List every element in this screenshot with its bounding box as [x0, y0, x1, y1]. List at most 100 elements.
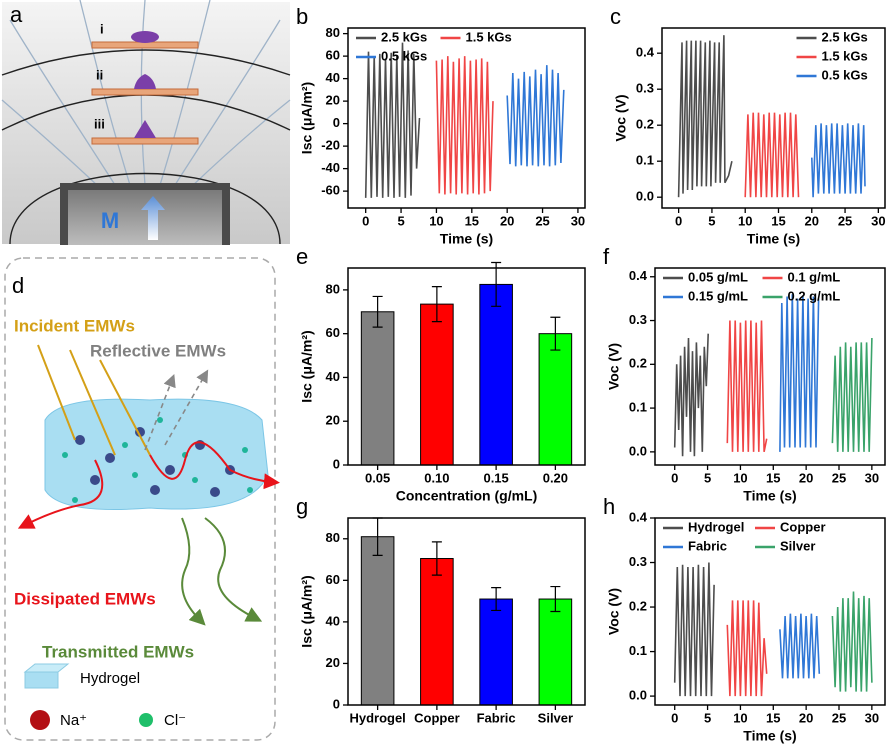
x-tick-label: 30	[871, 213, 885, 228]
panel-frame	[4, 257, 276, 741]
panel-label: a	[10, 2, 23, 27]
series-line	[831, 337, 873, 452]
plot-frame	[347, 27, 586, 209]
x-tick-label: 10	[738, 213, 752, 228]
na-ion	[30, 710, 50, 730]
legend-label: Silver	[780, 538, 815, 553]
x-tick-label: 0.10	[424, 470, 449, 485]
x-tick-label: 30	[865, 710, 879, 725]
y-tick-label: 80	[326, 25, 340, 40]
x-tick-label: 30	[571, 213, 585, 228]
x-tick-label: 25	[838, 213, 852, 228]
panel-label: d	[12, 273, 24, 298]
panel-a: a i ii iii M	[1, 0, 291, 245]
reflected-rays	[144, 369, 209, 451]
y-tick-label: 0.1	[629, 643, 647, 658]
series-line	[673, 333, 709, 457]
panel-label: e	[296, 244, 308, 269]
plot-frame	[347, 267, 586, 466]
series-line	[744, 112, 800, 198]
legend-label: Hydrogel	[688, 519, 744, 534]
bar	[420, 303, 454, 466]
y-tick-label: 0.2	[629, 356, 647, 371]
series-line	[726, 320, 768, 453]
x-tick-label: 25	[832, 470, 846, 485]
legend-label: 1.5 kGs	[822, 48, 868, 63]
x-tick-label: Hydrogel	[349, 710, 405, 725]
magnet-arrow	[141, 196, 165, 240]
legend-label: 0.2 g/mL	[788, 288, 841, 303]
plot-frame	[347, 517, 586, 706]
y-tick-label: 0	[333, 456, 340, 471]
y-axis-label: Isc (μA/m²)	[299, 575, 315, 647]
legend-label: 2.5 kGs	[381, 29, 427, 44]
plot-frame	[654, 517, 886, 706]
level-label: ii	[96, 67, 103, 82]
x-tick-label: 20	[805, 213, 819, 228]
y-axis-label: Voc (V)	[613, 94, 629, 141]
bar	[360, 311, 395, 466]
y-axis-label: Voc (V)	[606, 588, 622, 635]
x-tick-label: Silver	[538, 710, 573, 725]
cl-ion	[139, 713, 153, 727]
x-tick-label: Copper	[414, 710, 460, 725]
panel-label: c	[610, 4, 621, 29]
plot-frame	[654, 267, 886, 466]
x-axis-label: Time (s)	[440, 231, 493, 247]
x-tick-label: 20	[799, 470, 813, 485]
error-bar	[550, 585, 561, 613]
y-tick-label: 0	[333, 115, 340, 130]
bar	[479, 598, 513, 706]
x-tick-label: 10	[429, 213, 443, 228]
x-tick-label: 0.20	[543, 470, 568, 485]
x-axis-label: Time (s)	[743, 728, 796, 744]
y-tick-label: 0.0	[629, 688, 647, 703]
x-axis-label: Time (s)	[747, 231, 800, 247]
x-tick-label: 0	[671, 710, 678, 725]
y-tick-label: 0.3	[636, 81, 654, 96]
y-tick-label: 0.3	[629, 312, 647, 327]
y-tick-label: 0.1	[636, 153, 654, 168]
legend-label: Copper	[780, 519, 826, 534]
x-tick-label: 5	[397, 213, 404, 228]
panel-label: f	[603, 244, 610, 269]
y-tick-label: 60	[326, 572, 340, 587]
transmitted-ray	[181, 517, 206, 626]
y-tick-label: 0.2	[636, 117, 654, 132]
x-tick-label: 10	[733, 710, 747, 725]
panel-d: d Incident EMWs Reflective EMWs Dissipat…	[4, 257, 280, 741]
y-tick-label: 0.0	[636, 189, 654, 204]
series-line	[726, 600, 768, 697]
y-tick-label: 40	[326, 70, 340, 85]
x-tick-label: 0.15	[483, 470, 508, 485]
x-tick-label: 20	[799, 710, 813, 725]
legend-label: 0.5 kGs	[822, 67, 868, 82]
series-line	[506, 65, 565, 167]
x-tick-label: 25	[832, 710, 846, 725]
dissipated-ray	[149, 441, 280, 490]
legend-label: 0.05 g/mL	[688, 269, 748, 284]
reflective-label: Reflective EMWs	[90, 341, 226, 360]
legend-label: Cl⁻	[164, 712, 186, 729]
error-bar	[372, 295, 383, 328]
y-tick-label: 0.4	[636, 45, 655, 60]
legend-label: Hydrogel	[80, 670, 140, 687]
y-tick-label: 0.2	[629, 598, 647, 613]
y-tick-label: 40	[326, 613, 340, 628]
x-tick-label: 5	[708, 213, 715, 228]
magnet-label: M	[101, 208, 119, 233]
x-axis-label: Time (s)	[743, 488, 796, 504]
x-tick-label: 0	[671, 470, 678, 485]
x-tick-label: 30	[865, 470, 879, 485]
series-line	[677, 35, 733, 198]
incident-label: Incident EMWs	[14, 316, 135, 335]
y-tick-label: 0.4	[629, 268, 648, 283]
x-axis-label: Concentration (g/mL)	[396, 488, 538, 504]
legend-label: 1.5 kGs	[466, 29, 512, 44]
bar	[538, 598, 573, 706]
x-tick-label: 0	[675, 213, 682, 228]
panel-label: b	[296, 4, 308, 29]
y-tick-label: 60	[326, 48, 340, 63]
series-line	[364, 42, 421, 198]
y-tick-label: 0	[333, 696, 340, 711]
